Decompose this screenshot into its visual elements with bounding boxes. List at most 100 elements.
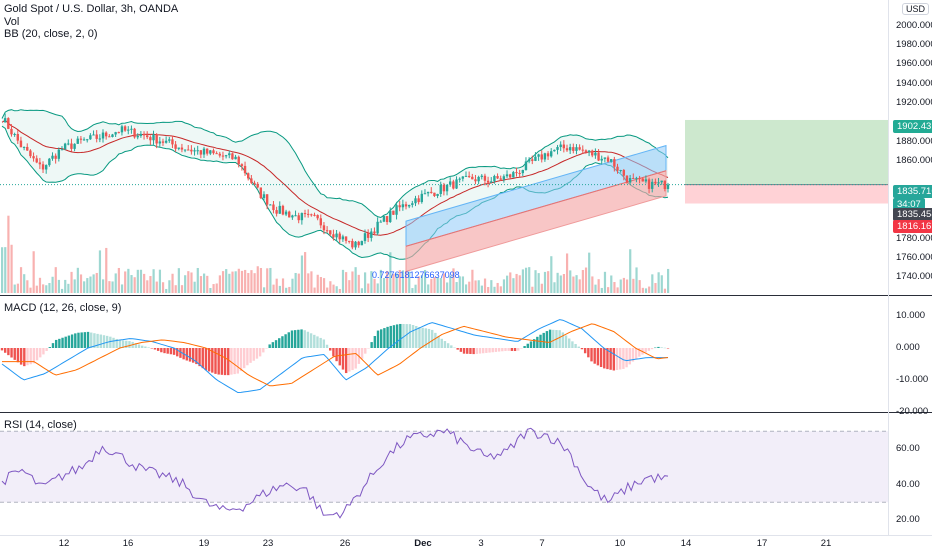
volume-bar	[625, 279, 629, 293]
macd-histogram-bar	[306, 331, 310, 348]
macd-histogram-bar	[344, 348, 348, 374]
candle-body	[584, 150, 588, 152]
bollinger-fill	[2, 109, 668, 260]
volume-bar	[149, 276, 152, 293]
macd-histogram-bar	[141, 345, 144, 348]
macd-histogram-bar	[568, 338, 571, 348]
macd-histogram-bar	[156, 348, 160, 351]
macd-histogram-bar	[211, 348, 214, 373]
macd-histogram-bar	[83, 332, 87, 348]
candle-body	[63, 143, 67, 150]
volume-bar	[543, 271, 547, 293]
macd-histogram-bar	[622, 348, 625, 369]
macd-histogram-bar	[481, 348, 485, 354]
volume-bar	[528, 267, 531, 293]
candle-body	[632, 178, 635, 180]
candle-body	[426, 191, 430, 194]
volume-bar	[209, 288, 212, 293]
volume-bar	[143, 273, 146, 293]
macd-histogram-bar	[491, 348, 494, 353]
candle-body	[515, 172, 518, 174]
volume-bar	[515, 273, 518, 293]
volume-bar	[130, 275, 133, 293]
macd-histogram-bar	[657, 346, 660, 348]
volume-bar	[547, 271, 550, 293]
volume-bar	[19, 267, 23, 293]
candle-body	[262, 194, 266, 199]
candle-body	[565, 148, 569, 151]
countdown-label: 34:07	[893, 198, 925, 211]
candle-body	[193, 150, 196, 152]
volume-bar	[370, 271, 373, 293]
volume-bar	[594, 284, 597, 293]
volume-bar	[663, 288, 667, 293]
volume-bar	[288, 286, 291, 293]
macd-histogram-bar	[0, 348, 4, 351]
macd-histogram-bar	[380, 329, 383, 348]
candle-body	[48, 158, 51, 166]
macd-signal-line	[2, 323, 669, 387]
volume-bar	[79, 274, 83, 293]
candle-body	[29, 150, 32, 157]
candle-body	[82, 139, 86, 141]
currency-badge[interactable]: USD	[902, 3, 930, 15]
macd-histogram-bar	[96, 333, 99, 348]
price-tick: 1740.000	[896, 271, 932, 283]
macd-histogram-bar	[625, 348, 628, 368]
candle-body	[288, 211, 291, 218]
volume-bar	[326, 287, 329, 293]
macd-histogram-bar	[249, 348, 252, 363]
volume-bar	[382, 278, 386, 293]
macd-histogram-bar	[322, 339, 326, 348]
candle-body	[404, 204, 408, 207]
candle-body	[474, 179, 477, 182]
candle-body	[660, 180, 663, 183]
candle-body	[89, 135, 92, 140]
macd-tick: -20.000	[896, 406, 929, 417]
macd-histogram-bar	[571, 341, 574, 348]
macd-histogram-bar	[153, 348, 157, 350]
candle-body	[518, 173, 521, 175]
macd-histogram-bar	[501, 348, 504, 352]
volume-bar	[89, 276, 92, 293]
candle-body	[310, 214, 313, 216]
candle-body	[464, 175, 468, 177]
volume-bar	[73, 279, 76, 293]
volume-bar	[534, 270, 537, 293]
macd-histogram-bar	[262, 348, 265, 353]
macd-histogram-bar	[32, 348, 36, 364]
volume-bar	[54, 267, 57, 293]
macd-line	[1, 319, 668, 394]
volume-bar	[607, 287, 610, 293]
volume-bar	[322, 278, 326, 293]
candle-body	[234, 156, 237, 160]
macd-histogram-bar	[265, 348, 268, 349]
volume-bar	[190, 272, 193, 293]
volume-bar	[285, 287, 288, 293]
volume-bar	[247, 273, 250, 293]
price-tick: 1780.000	[896, 232, 932, 244]
volume-bar	[127, 268, 130, 293]
volume-bar	[281, 278, 285, 293]
candle-body	[278, 205, 281, 214]
volume-bar	[487, 286, 490, 293]
volume-bar	[319, 277, 322, 293]
macd-histogram-bar	[198, 348, 201, 367]
macd-histogram-bar	[634, 348, 638, 359]
candle-body	[663, 180, 667, 190]
macd-histogram-bar	[319, 337, 322, 348]
volume-bar	[389, 252, 392, 293]
candle-body	[79, 138, 83, 140]
volume-bar	[329, 281, 332, 293]
volume-bar	[297, 273, 300, 293]
macd-histogram-bar	[3, 348, 7, 353]
candle-body	[205, 148, 209, 154]
rsi-tick: 20.00	[896, 514, 920, 525]
volume-bar	[250, 270, 253, 293]
candle-body	[499, 178, 502, 180]
volume-bar	[610, 275, 613, 293]
candle-body	[407, 204, 411, 207]
macd-histogram-bar	[536, 336, 539, 348]
candle-body	[398, 205, 401, 208]
volume-bar	[7, 215, 10, 293]
